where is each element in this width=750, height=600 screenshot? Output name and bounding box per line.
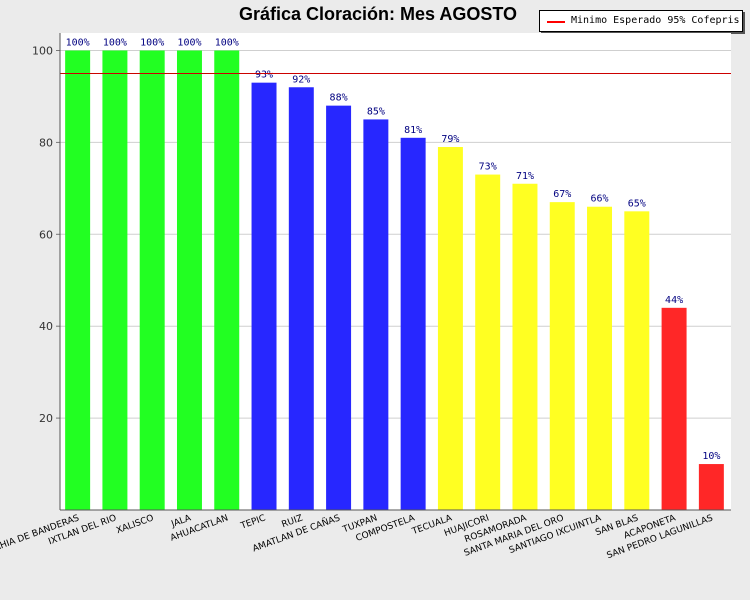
bar [437,146,463,510]
bar [475,174,501,510]
data-label: 71% [516,171,534,182]
legend-label: Minimo Esperado 95% Cofepris [571,15,740,26]
bar [102,50,128,510]
data-label: 100% [103,38,127,49]
bar [214,50,240,510]
bar [549,202,575,510]
data-label: 100% [140,38,164,49]
data-label: 66% [590,194,608,205]
legend-line-swatch [547,21,565,23]
y-tick-label: 40 [39,320,53,333]
y-tick-label: 20 [39,412,53,425]
bar [363,119,389,511]
data-label: 67% [553,189,571,200]
data-label: 81% [404,125,422,136]
y-tick-label: 80 [39,136,53,149]
legend: Minimo Esperado 95% Cofepris [539,10,743,32]
data-label: 85% [367,106,385,117]
data-label: 10% [702,451,720,462]
data-label: 88% [330,93,348,104]
data-label: 65% [628,198,646,209]
data-label: 44% [665,295,683,306]
bar [400,137,426,510]
bar [65,50,91,510]
data-label: 79% [441,134,459,145]
data-label: 100% [177,38,201,49]
bar [587,206,613,511]
x-tick-label: TEPIC [239,513,267,531]
bar [288,87,314,510]
chart-title: Gráfica Cloración: Mes AGOSTO [238,4,518,24]
bar [139,50,165,510]
data-label: 73% [479,162,497,173]
bar [176,50,202,510]
y-tick-label: 60 [39,228,53,241]
bar [326,105,352,510]
data-label: 92% [292,74,310,85]
plot-area [60,33,731,510]
bar [251,82,277,510]
x-tick-label: XALISCO [115,513,155,536]
data-label: 93% [255,70,273,81]
bar [661,307,687,510]
data-label: 100% [215,38,239,49]
y-tick-label: 100 [32,45,53,58]
data-label: 100% [66,38,90,49]
bar [624,211,650,510]
bar [698,464,724,510]
bar [512,183,538,510]
